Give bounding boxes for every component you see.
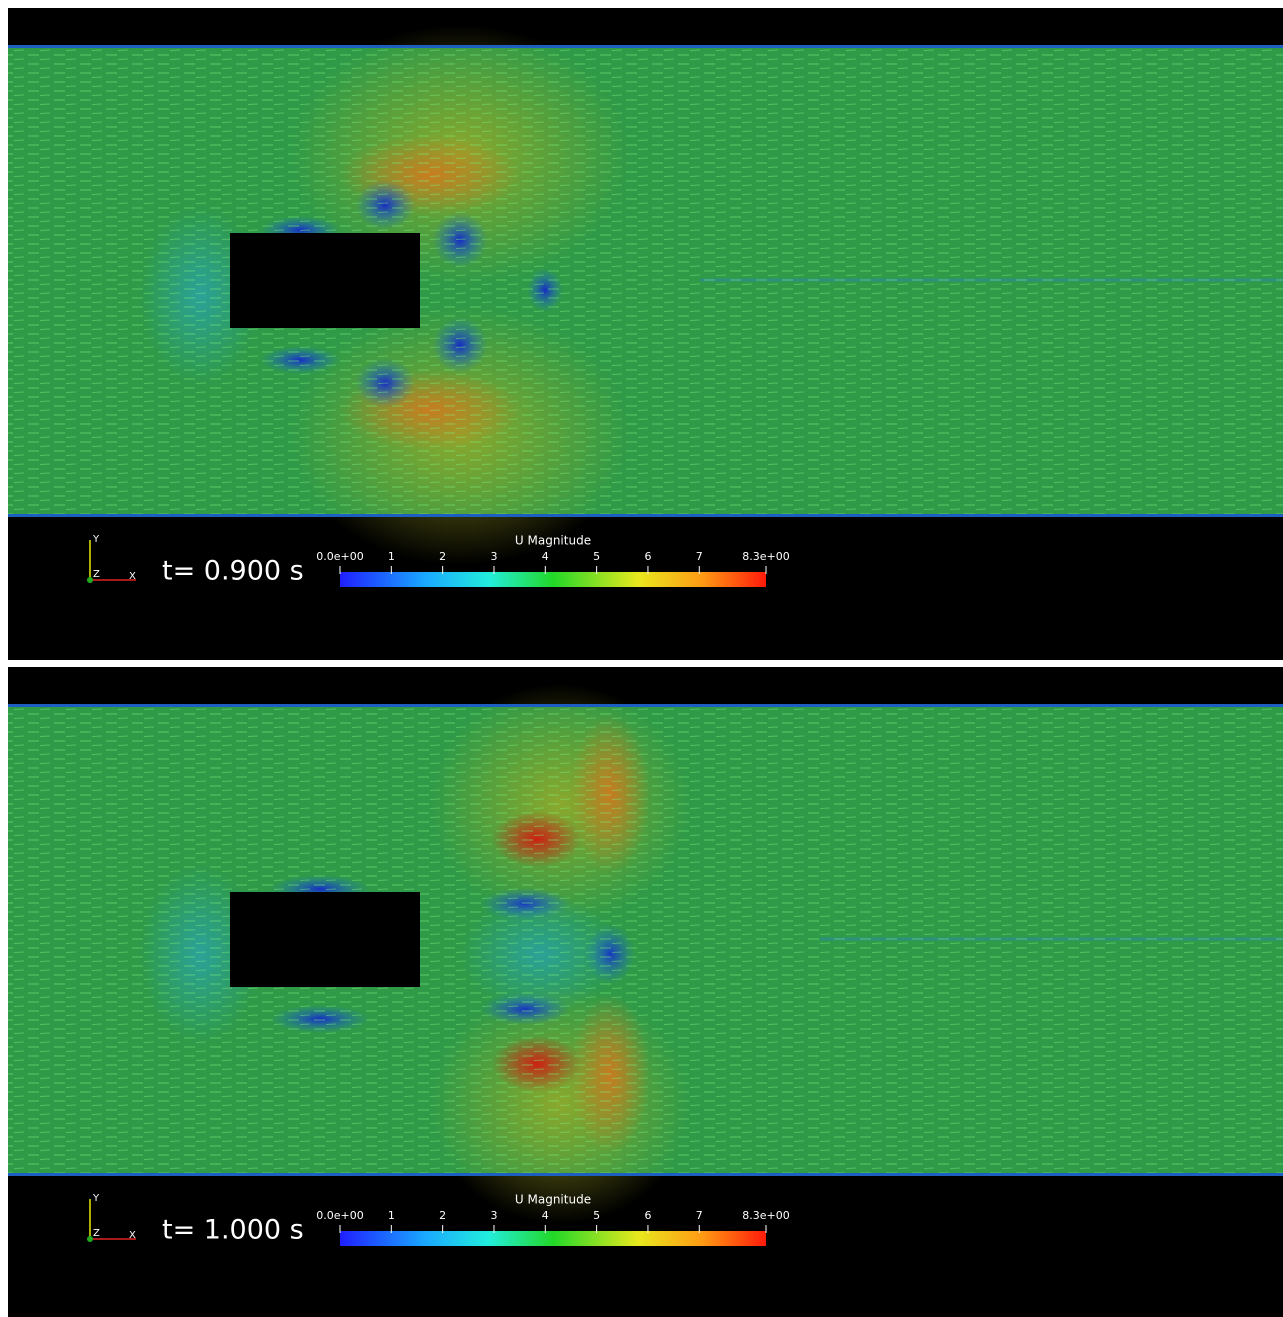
colorbar-tick-label: 0.0e+00	[316, 550, 363, 563]
axis-label: X	[129, 1230, 136, 1241]
colorbar-tick-label: 7	[696, 550, 703, 563]
colorbar-tick-label: 1	[388, 1209, 395, 1222]
colorbar-tick-label: 5	[593, 1209, 600, 1222]
wall-boundary	[8, 704, 1283, 707]
axis-label: Y	[92, 534, 100, 545]
obstacle	[230, 892, 420, 987]
colorbar-tick-label: 8.3e+00	[742, 550, 789, 563]
colorbar-tick-label: 2	[439, 1209, 446, 1222]
colorbar-tick-label: 5	[593, 550, 600, 563]
screenshot: Y Z Xt= 0.900 s U Magnitude 0.0e+00 1 2 3 4 5 6 7 8.…	[0, 0, 1283, 1317]
axis-label: Z	[93, 569, 100, 580]
obstacle	[230, 233, 420, 328]
colorbar-tick-label: 1	[388, 550, 395, 563]
axis-label: Y	[92, 1193, 100, 1204]
colorbar-tick-label: 4	[542, 1209, 549, 1222]
time-label: t= 0.900 s	[162, 556, 304, 587]
colorbar-title: U Magnitude	[515, 1193, 591, 1207]
axis-label: Z	[93, 1228, 100, 1239]
colorbar	[340, 572, 766, 587]
colorbar-tick-label: 6	[644, 550, 651, 563]
colorbar-tick-label: 7	[696, 1209, 703, 1222]
wall-boundary	[8, 45, 1283, 48]
wall-boundary	[8, 1173, 1283, 1176]
colorbar	[340, 1231, 766, 1246]
colorbar-tick-label: 3	[490, 1209, 497, 1222]
colorbar-tick-label: 6	[644, 1209, 651, 1222]
axis-label: X	[129, 571, 136, 582]
colorbar-tick-label: 3	[490, 550, 497, 563]
colorbar-tick-label: 8.3e+00	[742, 1209, 789, 1222]
colorbar-tick-label: 2	[439, 550, 446, 563]
arrow-texture	[8, 48, 1283, 514]
wall-boundary	[8, 514, 1283, 517]
colorbar-tick-label: 4	[542, 550, 549, 563]
arrow-texture	[8, 707, 1283, 1173]
colorbar-tick-label: 0.0e+00	[316, 1209, 363, 1222]
colorbar-title: U Magnitude	[515, 534, 591, 548]
time-label: t= 1.000 s	[162, 1215, 304, 1246]
